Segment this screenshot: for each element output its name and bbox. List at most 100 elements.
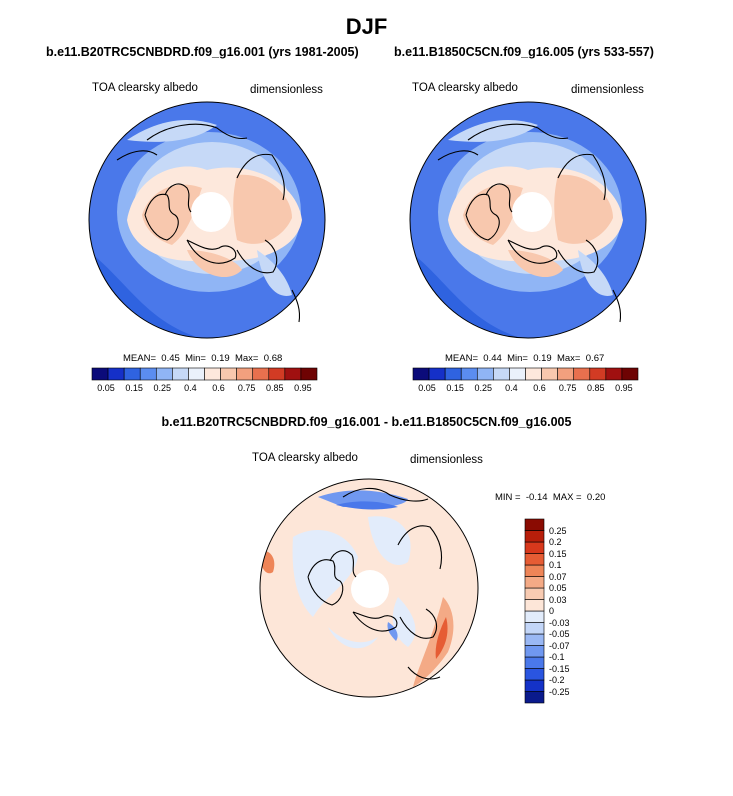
colorbar-tick-label: -0.03 [549, 617, 570, 628]
colorbar-swatch [412, 367, 430, 381]
panel2-mean-label: MEAN= [445, 353, 478, 364]
colorbar-swatch [524, 633, 545, 646]
panel2-min-value: 0.19 [533, 353, 552, 364]
colorbar-swatch [525, 367, 542, 381]
colorbar-swatch [268, 367, 286, 381]
panel1-max-value: 0.68 [263, 353, 283, 364]
colorbar-swatch [188, 367, 205, 381]
diff-min-value: -0.14 [525, 492, 548, 503]
colorbar-tick-label: 0.95 [294, 383, 312, 393]
colorbar-swatch [476, 367, 494, 381]
panel2-mean-value: 0.44 [483, 353, 502, 364]
diff-colorbar [524, 518, 545, 704]
colorbar-tick-label: 0.15 [549, 548, 567, 559]
colorbar-swatch [573, 367, 591, 381]
colorbar-swatch [524, 576, 545, 589]
colorbar-tick-label: 0.2 [549, 537, 562, 547]
colorbar-swatch [524, 599, 545, 612]
colorbar-swatch [91, 367, 109, 381]
panel2-case-title: b.e11.B1850C5CN.f09_g16.005 (yrs 533-557… [394, 45, 654, 59]
colorbar-swatch [252, 367, 270, 381]
colorbar-swatch [524, 622, 545, 635]
colorbar-tick-label: 0.85 [266, 383, 284, 393]
colorbar-tick-label: 0.05 [97, 383, 115, 393]
colorbar-swatch [509, 367, 526, 381]
diff-polar-map [259, 478, 479, 698]
colorbar-swatch [204, 367, 221, 381]
colorbar-swatch [172, 367, 189, 381]
colorbar-tick-label: 0.07 [549, 571, 567, 582]
colorbar-swatch [493, 367, 510, 381]
diff-max-label: MAX = [552, 492, 582, 503]
colorbar-tick-label: -0.05 [549, 629, 570, 639]
colorbar-swatch [589, 367, 607, 381]
colorbar-tick-label: -0.25 [549, 686, 570, 697]
panel1-variable-label: TOA clearsky albedo [92, 82, 198, 94]
diff-units-label: dimensionless [410, 454, 483, 466]
diff-min-label: MIN = [495, 492, 521, 503]
colorbar-tick-label: 0.4 [505, 383, 518, 393]
colorbar-swatch [541, 367, 558, 381]
colorbar-tick-label: -0.07 [549, 640, 570, 651]
colorbar-swatch [605, 367, 623, 381]
colorbar-swatch [236, 367, 254, 381]
colorbar-tick-label: 0.6 [533, 383, 546, 393]
colorbar-swatch [524, 518, 545, 531]
colorbar-tick-label: 0.25 [474, 383, 493, 393]
panel2-stats: MEAN= 0.44 Min= 0.19 Max= 0.67 [445, 353, 604, 364]
main-title: DJF [345, 14, 388, 39]
panel1-min-value: 0.19 [211, 353, 230, 364]
colorbar-tick-label: 0.75 [558, 383, 577, 393]
colorbar-tick-label: 0.75 [237, 383, 256, 393]
colorbar-swatch [524, 610, 545, 623]
colorbar-swatch [284, 367, 302, 381]
colorbar-tick-label: 0.03 [549, 594, 567, 605]
colorbar-tick-label: 0 [549, 606, 555, 616]
diff-colorbar-ticks: -0.25 -0.2 -0.15 -0.1 -0.07 -0.05 -0.03 0 0.03 0.… [549, 519, 589, 703]
colorbar-tick-label: 0.15 [446, 383, 464, 393]
colorbar-tick-label: 0.85 [587, 383, 605, 393]
colorbar-tick-label: -0.15 [549, 663, 570, 674]
colorbar-swatch [524, 679, 545, 692]
colorbar-tick-label: 0.15 [125, 383, 143, 393]
colorbar-tick-label: 0.05 [549, 583, 567, 593]
colorbar-swatch [621, 367, 639, 381]
panel2-colorbar-ticks: 0.05 0.15 0.25 0.4 0.6 0.75 0.85 0.95 [413, 383, 638, 395]
panel2-max-value: 0.67 [585, 353, 605, 364]
panel1-max-label: Max= [234, 353, 259, 364]
colorbar-swatch [524, 564, 545, 577]
colorbar-swatch [557, 367, 575, 381]
panel1-min-label: Min= [185, 353, 206, 364]
colorbar-swatch [155, 367, 173, 381]
panel2-units-label: dimensionless [571, 84, 644, 96]
colorbar-swatch [524, 645, 545, 658]
panel2-variable-label: TOA clearsky albedo [412, 82, 518, 94]
colorbar-tick-label: 0.95 [615, 383, 633, 393]
colorbar-swatch [139, 367, 157, 381]
colorbar-swatch [524, 691, 545, 704]
colorbar-swatch [524, 668, 545, 681]
panel1-colorbar [91, 367, 318, 381]
colorbar-swatch [107, 367, 125, 381]
panel1-colorbar-ticks: 0.05 0.15 0.25 0.4 0.6 0.75 0.85 0.95 [92, 383, 317, 395]
panel1-polar-map [88, 101, 326, 339]
colorbar-swatch [428, 367, 446, 381]
colorbar-swatch [524, 587, 545, 600]
colorbar-tick-label: 0.25 [153, 383, 172, 393]
colorbar-swatch [524, 656, 545, 669]
colorbar-swatch [444, 367, 462, 381]
colorbar-swatch [524, 530, 545, 543]
panel1-stats: MEAN= 0.45 Min= 0.19 Max= 0.68 [123, 353, 282, 364]
colorbar-tick-label: 0.05 [418, 383, 436, 393]
panel1-units-label: dimensionless [250, 84, 323, 96]
panel1-case-title: b.e11.B20TRC5CNBDRD.f09_g16.001 (yrs 198… [46, 45, 359, 59]
colorbar-swatch [123, 367, 141, 381]
panel1-mean-label: MEAN= [123, 353, 156, 364]
colorbar-tick-label: -0.1 [549, 652, 565, 662]
colorbar-swatch [300, 367, 318, 381]
panel2-colorbar [412, 367, 639, 381]
panel1-mean-value: 0.45 [161, 353, 180, 364]
panel2-max-label: Max= [556, 353, 581, 364]
diff-variable-label: TOA clearsky albedo [252, 452, 358, 464]
diff-panel-title: b.e11.B20TRC5CNBDRD.f09_g16.001 - b.e11.… [161, 415, 572, 429]
